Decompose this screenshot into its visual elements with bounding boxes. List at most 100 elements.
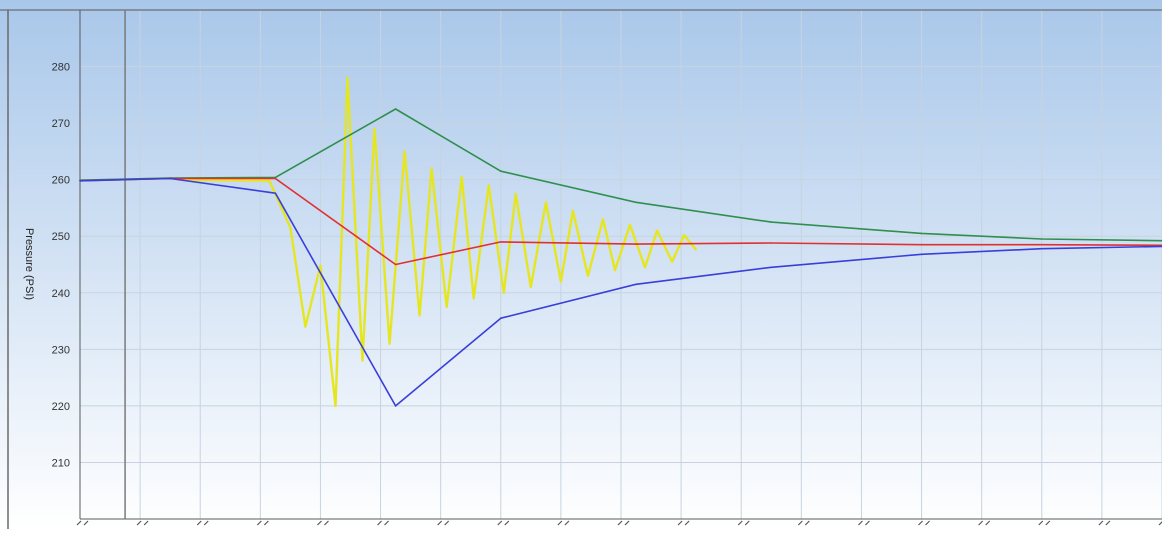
- series-point: [1040, 247, 1043, 250]
- series-point: [635, 201, 637, 204]
- axes: [0, 9, 1162, 529]
- series-point: [304, 325, 307, 328]
- x-tick-mark: [624, 520, 630, 526]
- x-tick-mark: [744, 520, 750, 526]
- series-point: [499, 170, 502, 172]
- x-tick-mark: [858, 520, 863, 526]
- series-point: [614, 269, 616, 271]
- x-tick-mark: [1105, 520, 1111, 526]
- series-point: [460, 176, 463, 178]
- series-point: [602, 218, 604, 221]
- y-tick-label: 220: [52, 401, 70, 413]
- series-point: [920, 232, 923, 235]
- series-point: [319, 264, 322, 267]
- series-point: [1040, 243, 1043, 246]
- x-tick-mark: [865, 520, 870, 526]
- x-tick-mark: [437, 520, 443, 526]
- series-point: [770, 242, 773, 244]
- series-point: [169, 177, 171, 180]
- series-point: [418, 314, 421, 317]
- series-point: [268, 179, 271, 182]
- series-point: [1040, 238, 1043, 240]
- series-point: [472, 297, 475, 300]
- series-point: [334, 405, 337, 407]
- x-tick-mark: [83, 520, 89, 526]
- x-tick-mark: [497, 520, 503, 526]
- x-tick-mark: [804, 520, 810, 526]
- x-tick-mark: [317, 520, 322, 526]
- x-tick-mark: [196, 520, 202, 526]
- series-group: [79, 177, 1162, 407]
- series-point: [394, 108, 397, 110]
- series-group: [184, 76, 698, 408]
- tick-labels: 210 220 230 240 250 260 270 280: [52, 62, 70, 470]
- series-point: [499, 241, 502, 243]
- series-point: [499, 317, 502, 320]
- x-tick-mark: [617, 520, 623, 526]
- x-tick-mark: [1098, 520, 1104, 526]
- series-point: [545, 201, 547, 204]
- series-point: [274, 177, 277, 180]
- series-point: [635, 283, 637, 286]
- x-tick-mark: [143, 520, 149, 526]
- series-point: [373, 127, 376, 130]
- series-point: [695, 248, 697, 251]
- series-point: [770, 266, 773, 269]
- x-tick-mark: [564, 520, 570, 526]
- series-point: [274, 192, 277, 195]
- x-tick-mark: [263, 520, 269, 526]
- series-point: [361, 359, 364, 362]
- series-point: [394, 405, 397, 407]
- series-point: [671, 260, 673, 263]
- y-tick-label: 270: [52, 118, 70, 130]
- series-point: [403, 150, 406, 153]
- x-tick-mark: [677, 520, 683, 526]
- y-axis-title: Pressure (PSI): [23, 228, 35, 300]
- x-tick-mark: [504, 520, 510, 526]
- y-tick-label: 250: [52, 231, 70, 243]
- series-point: [530, 286, 532, 288]
- x-tick-mark: [384, 520, 389, 526]
- series-line: [79, 177, 1162, 266]
- series-point: [515, 193, 517, 195]
- x-tick-mark: [76, 520, 82, 526]
- x-tick-mark: [203, 520, 209, 526]
- series-point: [656, 229, 658, 232]
- series-point: [346, 77, 349, 79]
- series-point: [394, 263, 397, 266]
- y-tick-label: 230: [52, 344, 70, 356]
- series-point: [487, 184, 490, 187]
- x-tick-mark: [377, 520, 382, 526]
- x-tick-mark: [684, 520, 690, 526]
- series-point: [79, 179, 81, 182]
- x-tick-mark: [1045, 520, 1051, 526]
- x-tick-mark: [985, 520, 991, 526]
- y-tick-label: 280: [52, 62, 70, 74]
- series-point: [920, 243, 923, 246]
- series-point: [502, 291, 505, 294]
- x-tick-mark: [978, 520, 984, 526]
- series-point: [635, 243, 637, 245]
- x-tick-mark: [1158, 521, 1162, 526]
- x-tick-mark: [136, 520, 142, 526]
- series-line: [185, 76, 698, 408]
- x-tick-mark: [797, 520, 803, 526]
- x-tick-mark: [918, 520, 923, 526]
- y-tick-label: 240: [52, 288, 70, 300]
- series-point: [770, 221, 773, 223]
- series-line: [79, 177, 1162, 407]
- series-point: [587, 275, 589, 277]
- x-tick-mark: [256, 520, 262, 526]
- x-tick-mark: [1038, 520, 1044, 526]
- x-tick-mark: [444, 520, 450, 526]
- x-tick-mark: [324, 520, 329, 526]
- series-point: [644, 266, 646, 269]
- series-point: [289, 226, 292, 229]
- series-point: [572, 209, 574, 212]
- series-point: [430, 167, 433, 170]
- y-tick-label: 260: [52, 175, 70, 187]
- x-tick-mark: [925, 520, 930, 526]
